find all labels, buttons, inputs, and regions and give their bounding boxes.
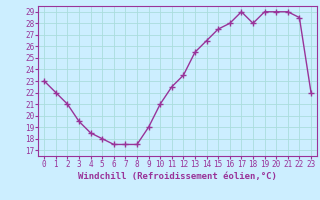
X-axis label: Windchill (Refroidissement éolien,°C): Windchill (Refroidissement éolien,°C) — [78, 172, 277, 181]
